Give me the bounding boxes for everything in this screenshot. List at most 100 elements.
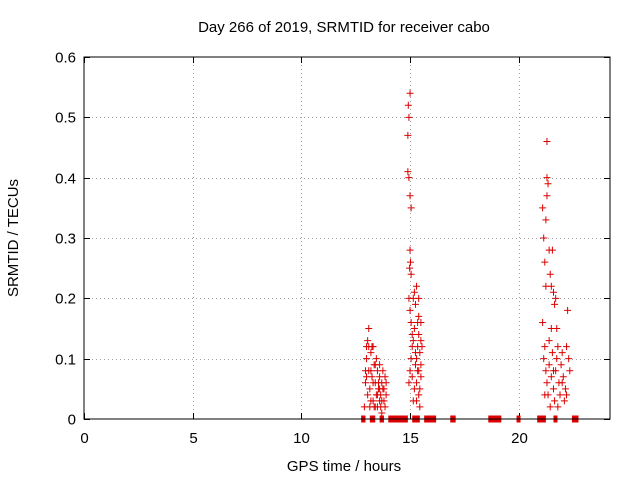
y-axis-label: SRMTID / TECUs	[5, 179, 22, 297]
data-point	[406, 192, 414, 200]
data-point	[563, 391, 571, 399]
data-point	[382, 391, 390, 399]
plot-frame	[83, 56, 611, 420]
data-point	[546, 270, 554, 278]
axis-ticks: 0 0.1 0.2 0.3 0.4 0.5 0.6 0 5 10 15 20	[55, 50, 610, 447]
data-point	[379, 367, 387, 375]
data-point	[372, 355, 380, 363]
data-point	[539, 204, 547, 212]
data-point	[405, 113, 413, 121]
data-point	[361, 379, 369, 387]
data-point	[367, 367, 375, 375]
data-point	[547, 373, 555, 381]
x-tick-label: 5	[189, 430, 197, 447]
chart-title: Day 266 of 2019, SRMTID for receiver cab…	[198, 19, 490, 36]
data-point	[382, 379, 390, 387]
data-point	[414, 343, 422, 351]
data-point	[557, 361, 565, 369]
data-point	[558, 349, 566, 357]
data-point	[554, 403, 562, 411]
data-point	[543, 379, 551, 387]
data-point	[363, 355, 371, 363]
data-point	[559, 373, 567, 381]
data-point	[560, 397, 568, 405]
data-point	[549, 385, 557, 393]
data-point	[406, 306, 414, 314]
data-point	[413, 282, 421, 290]
data-point	[540, 234, 548, 242]
data-point	[417, 318, 425, 326]
data-point	[367, 397, 375, 405]
data-point	[551, 300, 559, 308]
x-tick-label: 15	[402, 430, 419, 447]
data-point	[366, 385, 374, 393]
data-point	[413, 379, 421, 387]
data-point	[563, 343, 571, 351]
data-point	[378, 397, 386, 405]
data-point	[548, 349, 556, 357]
data-point	[541, 343, 549, 351]
data-point	[558, 379, 566, 387]
y-tick-label: 0.4	[55, 171, 76, 188]
data-point	[417, 373, 425, 381]
data-point	[542, 367, 550, 375]
data-point	[371, 403, 379, 411]
y-tick-label: 0.3	[55, 231, 76, 248]
data-point	[413, 355, 421, 363]
data-point	[406, 246, 414, 254]
data-point	[417, 337, 425, 345]
data-point	[415, 331, 423, 339]
data-point	[547, 325, 555, 332]
data-point	[561, 385, 569, 393]
data-point	[543, 174, 551, 182]
data-point	[410, 325, 418, 332]
data-point	[369, 379, 377, 387]
data-point	[411, 349, 419, 357]
data-point	[406, 258, 414, 266]
data-point	[406, 367, 414, 375]
data-point	[407, 318, 415, 326]
data-point	[373, 391, 381, 399]
data-point	[551, 397, 559, 405]
y-tick-label: 0.2	[55, 291, 76, 308]
data-point	[564, 306, 572, 314]
data-point	[371, 361, 379, 369]
data-point	[545, 337, 553, 345]
data-point	[539, 318, 547, 326]
data-point	[549, 367, 557, 375]
data-point	[411, 361, 419, 369]
data-point	[365, 325, 373, 332]
data-point	[406, 89, 414, 97]
data-point	[364, 391, 372, 399]
data-point	[416, 403, 424, 411]
data-point	[416, 385, 424, 393]
data-point	[404, 131, 412, 139]
y-tick-label: 0.5	[55, 110, 76, 127]
data-point	[407, 204, 415, 212]
data-point	[376, 385, 384, 393]
data-point	[415, 391, 423, 399]
y-tick-label: 0	[68, 412, 76, 429]
data-point	[542, 282, 550, 290]
x-tick-label: 0	[80, 430, 88, 447]
data-point	[408, 331, 416, 339]
data-point	[364, 337, 372, 345]
data-point	[410, 288, 418, 296]
data-point	[544, 180, 552, 188]
data-point	[367, 349, 375, 357]
data-point	[415, 294, 423, 302]
data-point	[409, 337, 417, 345]
data-point	[405, 379, 413, 387]
data-point	[541, 391, 549, 399]
data-point	[541, 258, 549, 266]
y-tick-label: 0.1	[55, 352, 76, 369]
data-point	[406, 264, 414, 272]
data-point	[566, 367, 574, 375]
data-point	[548, 246, 556, 254]
data-point	[565, 355, 573, 363]
y-tick-label: 0.6	[55, 50, 76, 67]
data-point	[407, 270, 415, 278]
data-point	[405, 174, 413, 182]
